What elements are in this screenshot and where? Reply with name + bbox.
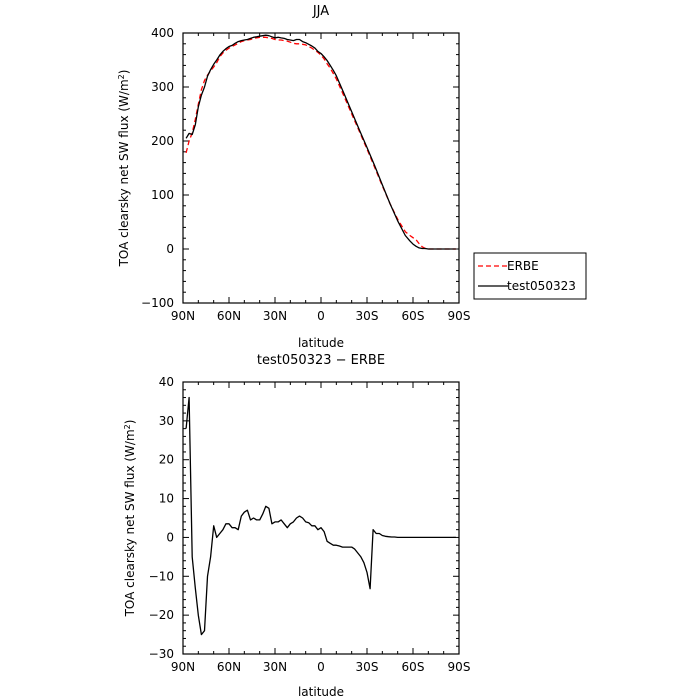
bottom-chart-ytick-label: 40: [159, 375, 174, 389]
top-chart-title: JJA: [312, 4, 329, 19]
top-chart-xtick-label: 60N: [217, 309, 241, 323]
top-chart-xtick-label: 30S: [356, 309, 379, 323]
bottom-chart-xtick-label: 30N: [263, 660, 287, 674]
top-chart-xtick-label: 90N: [171, 309, 195, 323]
bottom-chart-panel: test050323 − ERBE 90N 60N 30N 0 30S 60S 90S −30…: [123, 353, 471, 699]
top-chart-xtick-label: 30N: [263, 309, 287, 323]
bottom-chart-xtick-label: 90S: [448, 660, 471, 674]
top-chart-ytick-label: −100: [141, 296, 174, 310]
bottom-chart-title: test050323 − ERBE: [257, 353, 385, 368]
bottom-chart-xtick-label: 30S: [356, 660, 379, 674]
top-chart-ytick-label: 0: [166, 242, 174, 256]
top-chart-xlabel: latitude: [298, 336, 344, 350]
top-chart-series-line-erbe: [185, 36, 456, 250]
top-chart-ytick-label: 200: [151, 134, 174, 148]
bottom-chart-series: [185, 396, 456, 636]
top-chart-ytick-label: 400: [151, 26, 174, 40]
top-chart-xtick-label: 60S: [402, 309, 425, 323]
top-chart-ylabel: TOA clearsky net SW flux (W/m2): [117, 70, 132, 268]
bottom-chart-ytick-label: −30: [149, 647, 174, 661]
top-chart-series-line-test050323: [185, 34, 456, 250]
bottom-chart-axes: 90N 60N 30N 0 30S 60S 90S −30 −20 −10 0 10 20 30 40: [149, 375, 471, 674]
bottom-chart-ytick-label: 30: [159, 414, 174, 428]
legend-test-label: test050323: [507, 279, 576, 293]
bottom-chart-ylabel: TOA clearsky net SW flux (W/m2): [123, 420, 138, 618]
bottom-chart-ytick-label: 0: [166, 530, 174, 544]
legend: ERBE test050323: [473, 252, 587, 300]
bottom-chart-xtick-label: 0: [317, 660, 325, 674]
top-chart-series: [185, 34, 456, 250]
bottom-chart-ytick-label: −20: [149, 608, 174, 622]
bottom-chart-xtick-label: 60S: [402, 660, 425, 674]
top-chart-frame: [182, 32, 460, 304]
legend-box: [473, 252, 587, 300]
top-chart-ytick-label: 300: [151, 80, 174, 94]
bottom-chart-ytick-label: −10: [149, 569, 174, 583]
legend-erbe-label: ERBE: [507, 259, 539, 273]
bottom-chart-series-line-diff: [185, 396, 456, 636]
top-chart-axes: 90N 60N 30N 0 30S 60S 90S −100 0 100 200 300 400: [141, 26, 470, 323]
top-chart-panel: JJA 90N 60N 30N 0 30S 60S 90S −100 0 100 200 300 400…: [117, 4, 587, 350]
top-chart-ytick-label: 100: [151, 188, 174, 202]
bottom-chart-ytick-label: 10: [159, 492, 174, 506]
bottom-chart-frame: [182, 381, 460, 655]
bottom-chart-xtick-label: 60N: [217, 660, 241, 674]
bottom-chart-ytick-label: 20: [159, 453, 174, 467]
top-chart-xtick-label: 90S: [448, 309, 471, 323]
bottom-chart-xtick-label: 90N: [171, 660, 195, 674]
bottom-chart-xlabel: latitude: [298, 685, 344, 699]
top-chart-xtick-label: 0: [317, 309, 325, 323]
